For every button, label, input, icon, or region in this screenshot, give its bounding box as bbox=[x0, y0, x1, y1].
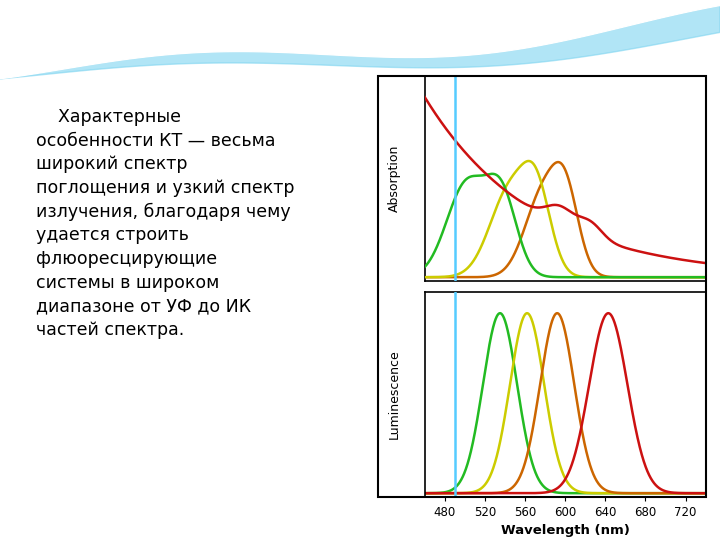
Text: Absorption: Absorption bbox=[388, 145, 401, 212]
Text: Luminescence: Luminescence bbox=[388, 349, 401, 439]
X-axis label: Wavelength (nm): Wavelength (nm) bbox=[501, 524, 629, 537]
Text: Характерные
особенности КТ — весьма
широкий спектр
поглощения и узкий спектр
изл: Характерные особенности КТ — весьма широ… bbox=[36, 108, 294, 339]
